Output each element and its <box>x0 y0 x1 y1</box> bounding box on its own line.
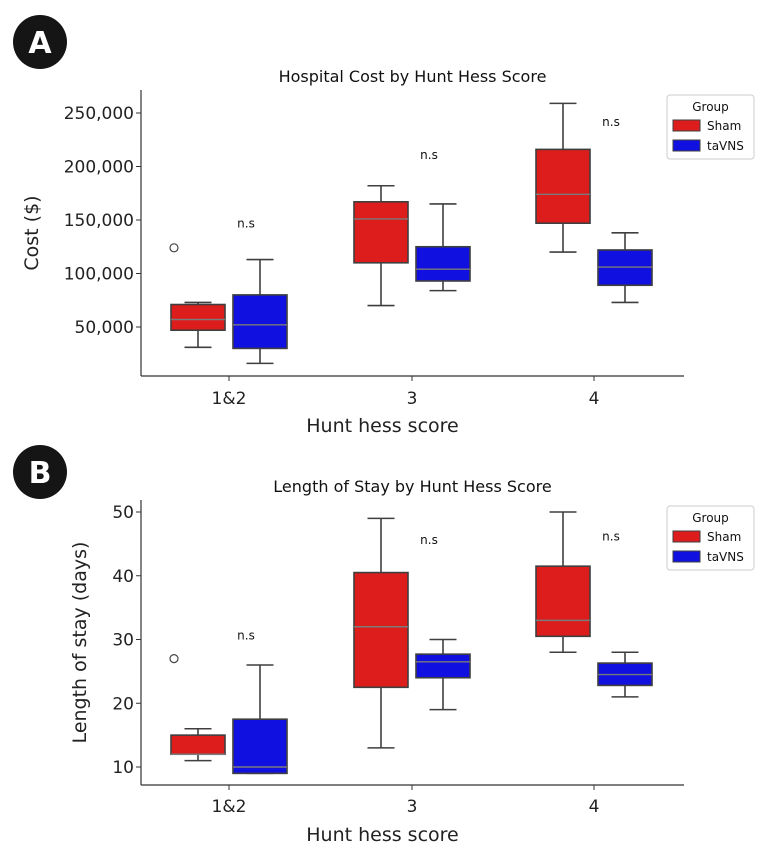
y-tick-label: 40 <box>112 567 134 587</box>
legend-entry-tavns: taVNS <box>707 139 744 153</box>
box-tavns-1&2 <box>232 258 288 365</box>
panel-letter: A <box>28 26 52 61</box>
x-tick-label: 3 <box>407 389 418 409</box>
box-iqr <box>232 294 288 350</box>
legend-swatch-sham <box>672 530 701 543</box>
box-tavns-1&2 <box>232 664 288 775</box>
x-tick-label: 3 <box>407 797 418 817</box>
panel-letter-badge-A <box>13 15 67 69</box>
box-iqr <box>353 201 409 264</box>
legend-entry-sham: Sham <box>707 530 741 544</box>
chart-title: Hospital Cost by Hunt Hess Score <box>279 67 547 86</box>
box-sham-3 <box>353 517 409 749</box>
x-axis-label: Hunt hess score <box>306 415 458 437</box>
y-tick-label: 50 <box>112 503 134 523</box>
y-tick-label: 20 <box>112 694 134 714</box>
chart-title: Length of Stay by Hunt Hess Score <box>273 477 551 496</box>
significance-label: n.s <box>237 216 255 230</box>
y-tick-label: 10 <box>112 758 134 778</box>
box-iqr <box>415 245 471 282</box>
significance-label: n.s <box>420 148 438 162</box>
y-tick-label: 50,000 <box>75 318 134 338</box>
box-sham-4 <box>535 102 591 253</box>
box-tavns-4 <box>597 651 653 698</box>
legend-swatch-tavns <box>672 139 701 152</box>
panel-letter-badge-B <box>13 445 67 499</box>
box-tavns-3 <box>415 638 471 711</box>
box-sham-1&2 <box>169 654 226 762</box>
panel-letter: B <box>29 456 52 491</box>
box-iqr <box>353 571 409 689</box>
box-tavns-3 <box>415 203 471 292</box>
box-iqr <box>232 718 288 775</box>
significance-label: n.s <box>237 629 255 643</box>
y-tick-label: 150,000 <box>64 211 134 231</box>
box-iqr <box>170 303 226 332</box>
significance-label: n.s <box>602 530 620 544</box>
legend-swatch-sham <box>672 119 701 132</box>
y-tick-label: 100,000 <box>64 265 134 285</box>
legend: Group Sham taVNS <box>666 94 755 160</box>
x-axis-label: Hunt hess score <box>306 824 458 846</box>
y-axis-label: Length of stay (days) <box>69 542 91 744</box>
legend-title: Group <box>692 100 729 114</box>
legend-entry-tavns: taVNS <box>707 550 744 564</box>
legend-entry-sham: Sham <box>707 119 741 133</box>
outlier-point <box>169 654 179 664</box>
legend-swatch-tavns <box>672 550 701 563</box>
significance-label: n.s <box>602 115 620 129</box>
y-tick-label: 200,000 <box>64 158 134 178</box>
box-iqr <box>170 734 226 756</box>
box-iqr <box>535 148 591 225</box>
x-tick-label: 1&2 <box>212 389 247 409</box>
x-tick-label: 1&2 <box>212 797 247 817</box>
y-axis-label: Cost ($) <box>21 195 43 270</box>
box-iqr <box>415 653 471 679</box>
box-sham-4 <box>535 511 591 654</box>
y-tick-label: 250,000 <box>64 104 134 124</box>
box-sham-1&2 <box>169 243 226 349</box>
legend: Group Sham taVNS <box>666 505 755 571</box>
outlier-point <box>169 243 179 253</box>
x-tick-label: 4 <box>589 797 600 817</box>
significance-label: n.s <box>420 533 438 547</box>
x-tick-label: 4 <box>589 389 600 409</box>
box-sham-3 <box>353 184 409 307</box>
legend-title: Group <box>692 511 729 525</box>
box-iqr <box>535 565 591 638</box>
y-tick-label: 30 <box>112 631 134 651</box>
box-tavns-4 <box>597 232 653 304</box>
